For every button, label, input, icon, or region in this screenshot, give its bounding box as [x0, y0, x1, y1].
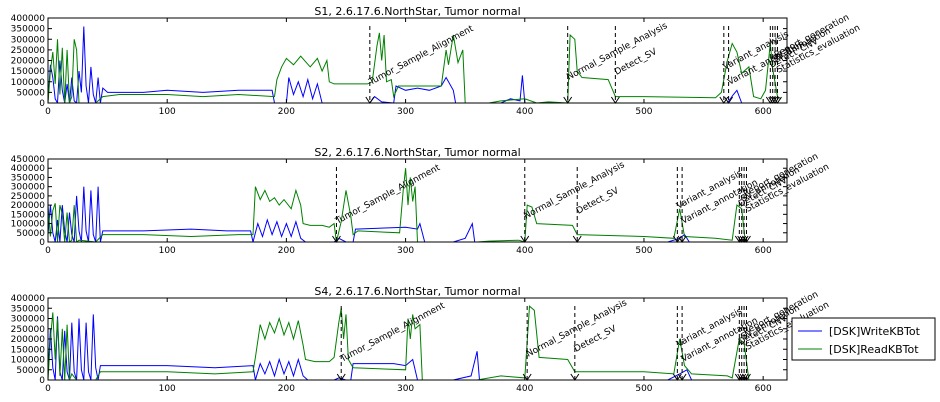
y-tick-label: 50000 [16, 366, 45, 376]
y-tick-label: 250000 [11, 192, 46, 202]
y-tick-label: 400000 [11, 14, 46, 24]
legend-label: [DSK]ReadKBTot [829, 343, 919, 356]
x-tick-label: 500 [635, 246, 652, 256]
y-tick-label: 400000 [11, 294, 46, 304]
x-tick-label: 300 [397, 384, 414, 394]
y-tick-label: 100000 [11, 78, 46, 88]
y-tick-label: 0 [39, 99, 45, 109]
x-tick-label: 600 [755, 246, 772, 256]
y-tick-label: 150000 [11, 210, 46, 220]
plot-area [48, 26, 787, 103]
y-tick-label: 200000 [11, 57, 46, 67]
legend-label: [DSK]WriteKBTot [829, 325, 921, 338]
x-tick-label: 400 [516, 246, 533, 256]
legend-box [791, 317, 936, 361]
y-tick-label: 350000 [11, 173, 46, 183]
x-tick-label: 300 [397, 107, 414, 117]
axes-frame [47, 158, 788, 243]
y-tick-label: 350000 [11, 304, 46, 314]
y-tick-label: 50000 [16, 88, 45, 98]
x-tick-label: 0 [45, 384, 51, 394]
y-tick-label: 100000 [11, 356, 46, 366]
plot-area [48, 168, 787, 242]
y-tick-label: 0 [39, 376, 45, 386]
y-tick-label: 200000 [11, 201, 46, 211]
chart-title: S1, 2.6.17.6.NorthStar, Tumor normal [314, 5, 520, 18]
y-tick-label: 50000 [16, 229, 45, 239]
series-line-read [48, 32, 782, 103]
legend: [DSK]WriteKBTot [DSK]ReadKBTot [791, 317, 936, 361]
x-tick-label: 100 [159, 384, 176, 394]
y-tick-label: 150000 [11, 67, 46, 77]
y-tick-label: 300000 [11, 183, 46, 193]
chart-title: S2, 2.6.17.6.NorthStar, Tumor normal [314, 146, 520, 159]
x-tick-label: 300 [397, 246, 414, 256]
x-tick-label: 200 [278, 107, 295, 117]
x-tick-label: 500 [635, 384, 652, 394]
x-tick-label: 100 [159, 107, 176, 117]
series-line-write [48, 186, 787, 242]
x-tick-label: 600 [755, 107, 772, 117]
x-tick-label: 400 [516, 107, 533, 117]
y-tick-label: 350000 [11, 25, 46, 35]
y-tick-label: 250000 [11, 46, 46, 56]
chart-title: S4, 2.6.17.6.NorthStar, Tumor normal [314, 285, 520, 298]
y-tick-label: 300000 [11, 35, 46, 45]
series-line-read [48, 168, 752, 242]
y-tick-label: 200000 [11, 335, 46, 345]
y-tick-label: 250000 [11, 325, 46, 335]
y-tick-label: 0 [39, 238, 45, 248]
y-tick-label: 100000 [11, 220, 46, 230]
y-tick-label: 300000 [11, 315, 46, 325]
x-tick-label: 600 [755, 384, 772, 394]
series-line-write [48, 314, 787, 380]
x-tick-label: 0 [45, 246, 51, 256]
x-tick-label: 200 [278, 246, 295, 256]
x-tick-label: 0 [45, 107, 51, 117]
x-tick-label: 200 [278, 384, 295, 394]
plot-area [48, 305, 787, 380]
y-tick-label: 400000 [11, 164, 46, 174]
series-line-read [48, 305, 758, 380]
y-tick-label: 150000 [11, 345, 46, 355]
x-tick-label: 400 [516, 384, 533, 394]
x-tick-label: 100 [159, 246, 176, 256]
y-tick-label: 450000 [11, 155, 46, 165]
x-tick-label: 500 [635, 107, 652, 117]
